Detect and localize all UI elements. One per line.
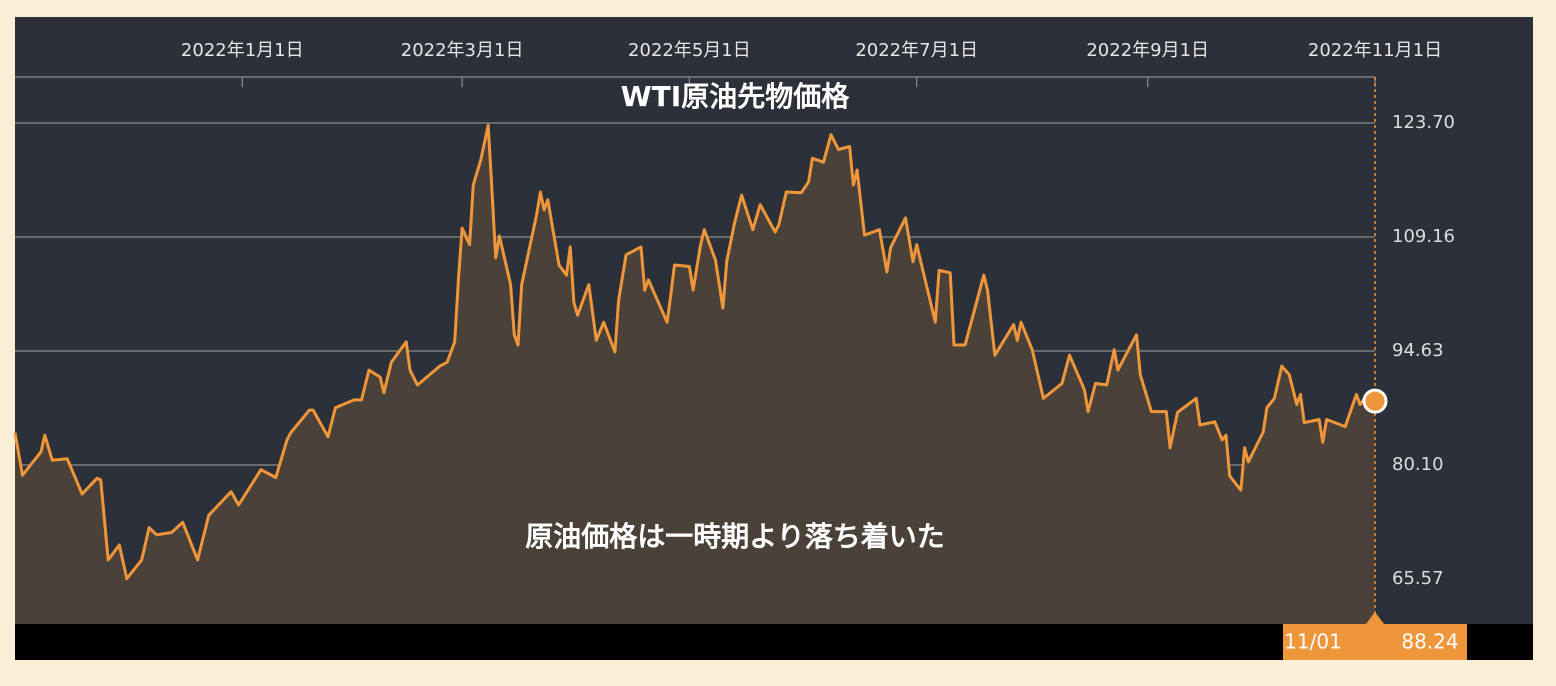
last-point-box <box>1283 624 1467 660</box>
last-point-value: 88.24 <box>1401 630 1458 654</box>
x-tick-label: 2022年3月1日 <box>401 40 524 61</box>
x-tick-label: 2022年5月1日 <box>628 40 751 61</box>
footer-band <box>15 624 1533 660</box>
label-pointer <box>1366 612 1384 624</box>
annotation: 原油価格は一時期より落ち着いた <box>525 520 944 553</box>
y-tick-label: 94.63 <box>1392 340 1444 361</box>
y-tick-label: 65.57 <box>1392 568 1444 589</box>
x-tick-label: 2022年11月1日 <box>1308 40 1442 61</box>
line <box>13 123 1376 581</box>
last-point-date: 11/01 <box>1284 630 1342 654</box>
x-tick-label: 2022年7月1日 <box>855 40 978 61</box>
last-point-marker <box>1362 388 1388 414</box>
y-tick-label: 123.70 <box>1392 112 1455 133</box>
chart-layer: 65.57 80.10 94.63 109.16 123.70 2022年1月1日 2022… <box>13 40 1467 660</box>
x-tick-label: 2022年1月1日 <box>181 40 304 61</box>
y-tick-label: 80.10 <box>1392 454 1444 475</box>
chart-title: WTI原油先物価格 <box>621 80 850 113</box>
x-tick-label: 2022年9月1日 <box>1086 40 1209 61</box>
y-tick-label: 109.16 <box>1392 226 1455 247</box>
area <box>15 125 1375 625</box>
